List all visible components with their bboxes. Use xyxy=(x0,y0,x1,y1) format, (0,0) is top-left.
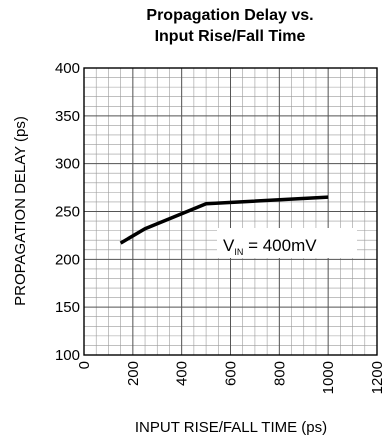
plot-frame xyxy=(83,67,378,356)
x-tick-label: 600 xyxy=(223,361,240,386)
vin-annotation: VIN = 400mV xyxy=(223,236,317,257)
x-tick-label: 200 xyxy=(125,361,142,386)
x-tick-label: 1000 xyxy=(320,361,337,394)
chart-subtitle: Input Rise/Fall Time xyxy=(154,28,306,45)
y-tick-label: 100 xyxy=(55,347,80,364)
y-axis-label: PROPAGATION DELAY (ps) xyxy=(12,116,29,306)
grid xyxy=(83,67,378,356)
x-tick-label: 800 xyxy=(271,361,288,386)
y-tick-label: 400 xyxy=(55,60,80,77)
y-tick-label: 200 xyxy=(55,251,80,268)
y-tick-label: 350 xyxy=(55,108,80,125)
series-layer xyxy=(119,195,329,245)
x-tick-label: 1200 xyxy=(369,361,386,394)
series-line xyxy=(119,195,329,245)
y-tick-label: 300 xyxy=(55,156,80,173)
x-tick-label: 400 xyxy=(174,361,191,386)
annotation-background xyxy=(217,228,357,258)
x-axis-label: INPUT RISE/FALL TIME (ps) xyxy=(135,419,327,436)
annotation: VIN = 400mV xyxy=(217,228,357,258)
tick-labels: 100 150 200 250 300 350 400 0 200 400 600 800 1000 12… xyxy=(55,60,386,394)
y-tick-label: 150 xyxy=(55,299,80,316)
y-tick-label: 250 xyxy=(55,204,80,221)
x-tick-label: 0 xyxy=(76,361,93,369)
chart-title: Propagation Delay vs. xyxy=(146,7,314,24)
